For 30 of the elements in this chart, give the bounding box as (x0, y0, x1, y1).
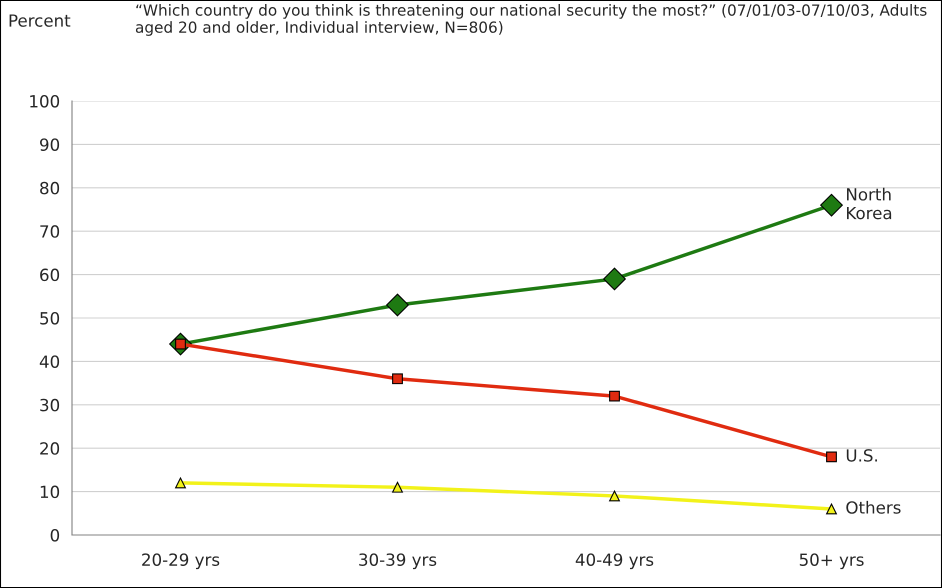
x-tick-label: 20-29 yrs (142, 553, 220, 570)
series-label: Others (846, 500, 901, 514)
point (175, 478, 186, 488)
y-tick-label: 30 (40, 398, 60, 412)
y-tick-label: 0 (50, 528, 60, 542)
point (609, 490, 620, 502)
point (826, 504, 837, 514)
y-tick-label: 50 (40, 312, 60, 325)
x-tick-label: 30-39 yrs (359, 553, 436, 570)
point (603, 268, 626, 290)
series-label: U.S. (846, 449, 877, 462)
series-label: North Korea (847, 188, 892, 220)
point (392, 373, 403, 384)
y-tick-label: 90 (40, 138, 60, 151)
point (392, 482, 403, 493)
y-tick-label: 60 (40, 268, 60, 282)
y-tick-label: 40 (40, 355, 60, 368)
point (826, 451, 837, 462)
y-axis-title: Percent (10, 14, 70, 27)
point (386, 294, 409, 316)
point (609, 390, 620, 402)
y-tick-label: 20 (40, 442, 60, 455)
x-tick-label: 40-49 yrs (576, 553, 654, 570)
x-tick-label: 50+ yrs (800, 553, 864, 570)
y-tick-label: 80 (40, 182, 60, 194)
y-tick-label: 10 (40, 486, 60, 498)
y-tick-label: 100 (30, 94, 60, 108)
y-tick-label: 70 (40, 225, 60, 238)
point (820, 194, 843, 217)
chart-title: “Which country do you think is threatening our national security the most?” (07/01/03-07/10/03, Adults aged 20 and older, Individual interview, N=806) (136, 4, 927, 36)
